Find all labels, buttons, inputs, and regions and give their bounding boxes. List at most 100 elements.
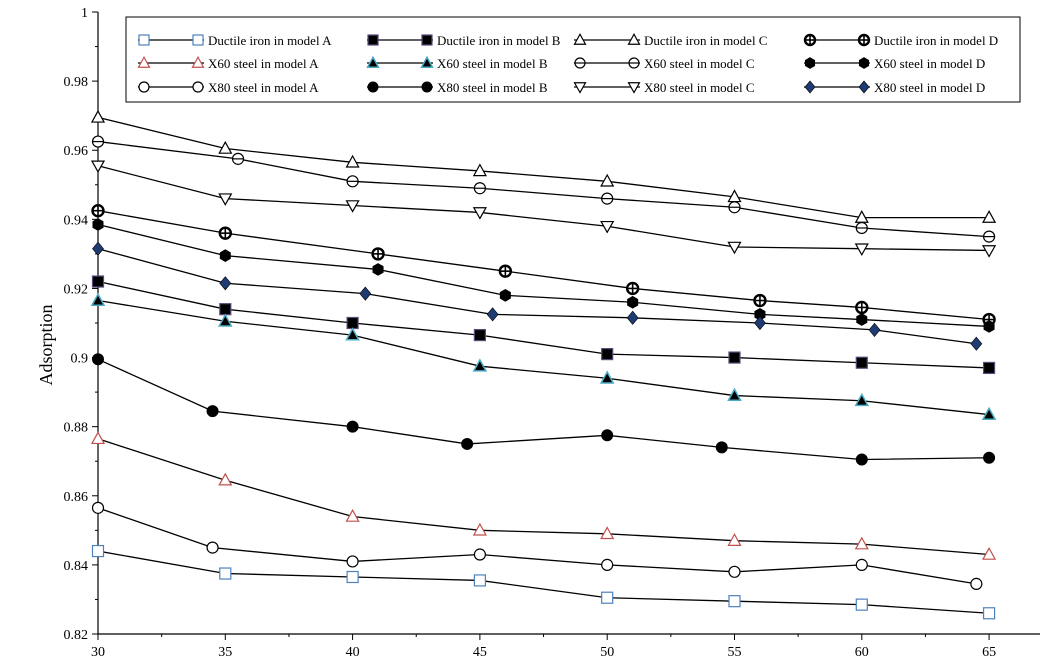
series-12 [92, 241, 983, 351]
legend-marker [627, 82, 641, 94]
data-point [982, 230, 996, 243]
data-point [371, 247, 385, 261]
data-point [626, 310, 639, 325]
legend-label: X60 steel in model C [644, 56, 755, 71]
series-line [97, 165, 990, 252]
data-point [982, 361, 996, 375]
legend-label: X60 steel in model D [874, 56, 985, 71]
legend-marker [857, 33, 871, 47]
series-line [97, 358, 990, 461]
x-tick-label: 30 [91, 645, 105, 660]
y-tick-label: 0.92 [64, 282, 89, 297]
legend-item: Ductile iron in model A [138, 33, 332, 48]
data-point [473, 548, 486, 561]
legend-label: X80 steel in model C [644, 80, 755, 95]
legend-marker [191, 56, 205, 68]
data-point [854, 536, 869, 550]
data-point [372, 263, 384, 276]
series-9 [91, 501, 983, 590]
axes: 0.82 0.84 0.86 0.88 0.9 0.92 0.94 0.96 0.98 1 30 35… [64, 6, 1040, 660]
data-point [345, 508, 360, 522]
data-point [601, 348, 614, 361]
y-axis-title: Adsorption [36, 305, 56, 386]
series-line [97, 140, 990, 238]
legend-label: X60 steel in model A [208, 56, 319, 71]
data-point [728, 595, 741, 608]
x-tick-label: 45 [473, 645, 487, 660]
data-point [218, 140, 233, 154]
data-point [855, 558, 868, 571]
series-2 [91, 275, 996, 375]
data-point [219, 249, 231, 262]
series-10 [92, 353, 996, 466]
legend-label: X80 steel in model B [437, 80, 548, 95]
legend-item: X80 steel in model B [367, 80, 548, 95]
data-point [854, 392, 870, 407]
data-point [91, 203, 105, 218]
data-point [359, 286, 372, 301]
data-point [90, 160, 106, 174]
legend-marker [804, 80, 816, 94]
data-point [346, 175, 359, 188]
data-point [461, 437, 474, 450]
data-point [346, 555, 359, 568]
legend-label: Ductile iron in model B [437, 33, 561, 48]
data-point [855, 300, 869, 315]
y-tick-label: 0.84 [64, 559, 89, 574]
data-point [219, 567, 232, 580]
y-tick-label: 0.98 [64, 75, 89, 90]
data-point [217, 313, 233, 327]
legend-marker [367, 81, 379, 93]
series-4 [91, 203, 996, 327]
legend-marker [628, 57, 640, 69]
data-point [982, 546, 997, 560]
series-5 [90, 431, 997, 560]
data-point [231, 152, 245, 165]
x-tick-label: 60 [855, 645, 869, 660]
legend-marker [137, 56, 151, 68]
series-line [97, 280, 990, 369]
legend-item: X80 steel in model C [573, 80, 755, 95]
data-point [346, 420, 359, 433]
legend-label: X80 steel in model D [874, 80, 985, 95]
data-point [90, 292, 106, 306]
data-point [345, 154, 360, 168]
y-tick-label: 0.82 [64, 628, 89, 643]
series-line [97, 248, 977, 345]
data-point [982, 210, 997, 223]
legend-marker [192, 34, 204, 46]
data-point [91, 544, 105, 558]
legend-marker [803, 33, 817, 47]
data-point [219, 276, 232, 291]
data-point [727, 533, 742, 546]
data-point [728, 351, 741, 364]
data-point [346, 570, 359, 584]
legend-marker [573, 82, 587, 94]
data-point [982, 607, 996, 620]
data-point [627, 295, 639, 309]
series-line [97, 299, 990, 416]
data-point [856, 313, 868, 326]
legend-marker [367, 34, 379, 46]
series-layer [90, 109, 997, 620]
data-point [970, 577, 983, 590]
data-point [728, 565, 741, 578]
legend-item: X60 steel in model A [137, 56, 319, 71]
data-point [601, 558, 614, 571]
series-11 [90, 160, 997, 258]
legend-item: Ductile iron in model C [573, 33, 767, 48]
data-point [472, 358, 488, 372]
legend-marker [858, 57, 870, 69]
data-point [600, 173, 615, 187]
data-point [345, 200, 360, 213]
data-point [345, 327, 360, 341]
y-tick-label: 0.86 [64, 490, 89, 505]
series-8 [92, 218, 995, 333]
legend-marker [627, 33, 641, 45]
series-line [97, 223, 990, 328]
legend-label: Ductile iron in model C [644, 33, 767, 48]
data-point [92, 353, 104, 366]
data-point [92, 218, 104, 231]
data-point [91, 275, 105, 288]
data-point [855, 453, 868, 466]
